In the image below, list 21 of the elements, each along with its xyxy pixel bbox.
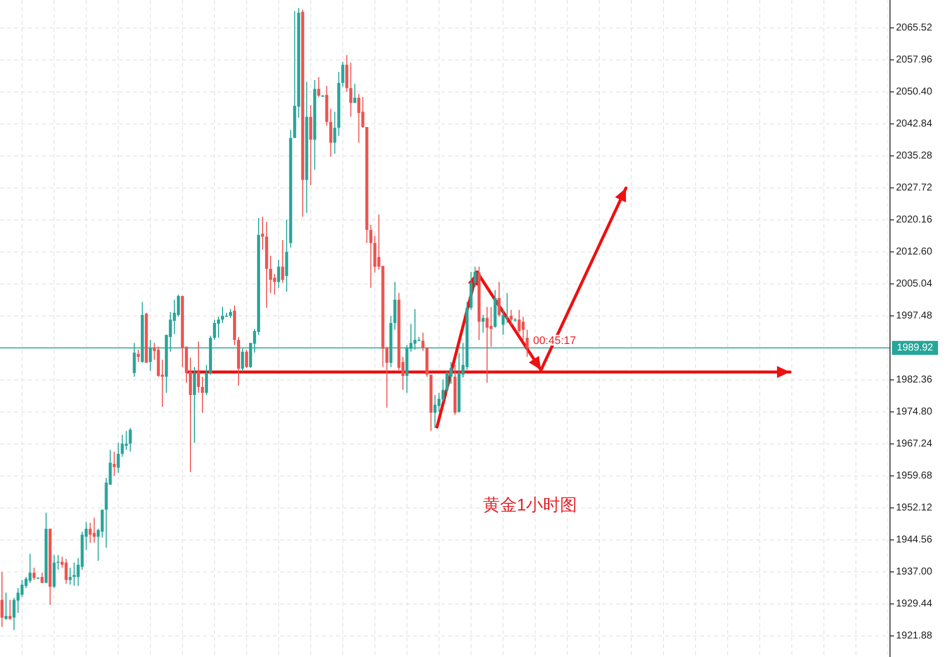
- y-tick-label: 1967.24: [896, 438, 933, 450]
- y-tick-label: 2057.96: [896, 54, 933, 66]
- y-tick-label: 1921.88: [896, 630, 933, 642]
- y-tick-label: 2012.60: [896, 246, 933, 258]
- y-tick-label: 2042.84: [896, 118, 933, 130]
- y-tick-label: 2050.40: [896, 86, 933, 98]
- y-tick-label: 1944.56: [896, 534, 933, 546]
- y-tick-label: 1974.80: [896, 406, 933, 418]
- y-tick-label: 1937.00: [896, 566, 933, 578]
- annotation: 黄金1小时图: [482, 495, 578, 514]
- ref-line-label: 1989.92: [896, 342, 934, 354]
- y-tick-label: 1982.36: [896, 374, 933, 386]
- y-tick-label: 1997.48: [896, 310, 933, 322]
- y-tick-label: 1959.68: [896, 470, 933, 482]
- y-tick-label: 2020.16: [896, 214, 933, 226]
- y-tick-label: 2005.04: [896, 278, 933, 290]
- y-tick-label: 1952.12: [896, 502, 933, 514]
- y-tick-label: 2035.28: [896, 150, 933, 162]
- y-tick-label: 2027.72: [896, 182, 933, 194]
- y-tick-label: 2065.52: [896, 22, 933, 34]
- y-tick-label: 1929.44: [896, 598, 933, 610]
